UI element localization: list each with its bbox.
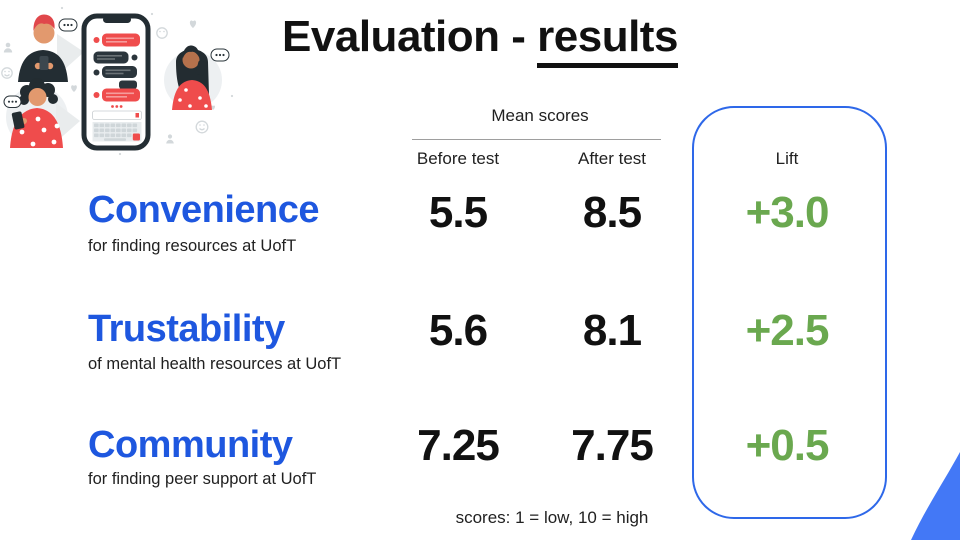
value-community-lift: +0.5 [745, 421, 830, 470]
value-convenience-after: 8.5 [582, 188, 642, 237]
title-underlined-word: results [537, 12, 678, 68]
value-trustability-before: 5.6 [428, 306, 488, 355]
corner-wedge-shape [911, 452, 960, 540]
value-community-before: 7.25 [417, 421, 500, 470]
column-header-after-test: After test [577, 149, 647, 168]
speech-bubble-icon [3, 95, 22, 108]
mean-scores-header: Mean scores [491, 106, 589, 125]
heart-icon [71, 20, 216, 110]
person-silhouette-icon [3, 42, 174, 144]
person-woman-left-icon [3, 78, 80, 148]
keyboard-send-key-icon [132, 133, 140, 141]
typing-dots-icon [111, 105, 123, 108]
decor-dots-icon [60, 6, 234, 156]
smiley-eyes-icon [4, 30, 205, 126]
title-text: Evaluation - [282, 12, 538, 61]
row-name-trustability: Trustability [88, 308, 285, 350]
value-convenience-before: 5.5 [428, 188, 488, 237]
person-man-icon [18, 14, 84, 82]
person-woman-right-icon [164, 45, 230, 110]
scores-footnote: scores: 1 = low, 10 = high [455, 508, 649, 527]
speech-bubble-icon [210, 48, 230, 62]
value-convenience-lift: +3.0 [745, 188, 830, 237]
row-description-community: for finding peer support at UofT [88, 470, 317, 488]
row-name-community: Community [88, 424, 293, 466]
value-community-after: 7.75 [571, 421, 654, 470]
message-input-icon [92, 110, 142, 120]
row-description-convenience: for finding resources at UofT [88, 237, 297, 255]
row-name-convenience: Convenience [88, 189, 320, 231]
column-header-before-test: Before test [416, 149, 500, 168]
send-icon [135, 113, 139, 118]
header-rule [412, 139, 661, 140]
page-title: Evaluation - results [0, 12, 960, 68]
value-trustability-after: 8.1 [582, 306, 642, 355]
column-header-lift: Lift [775, 149, 799, 168]
value-trustability-lift: +2.5 [745, 306, 830, 355]
speech-bubble-icon [58, 18, 78, 32]
row-description-trustability: of mental health resources at UofT [88, 355, 342, 373]
group-chat-illustration [1, 6, 234, 156]
lift-highlight-box [692, 106, 887, 519]
phone-chat-icon [81, 13, 151, 151]
smiley-icon [1, 27, 209, 134]
